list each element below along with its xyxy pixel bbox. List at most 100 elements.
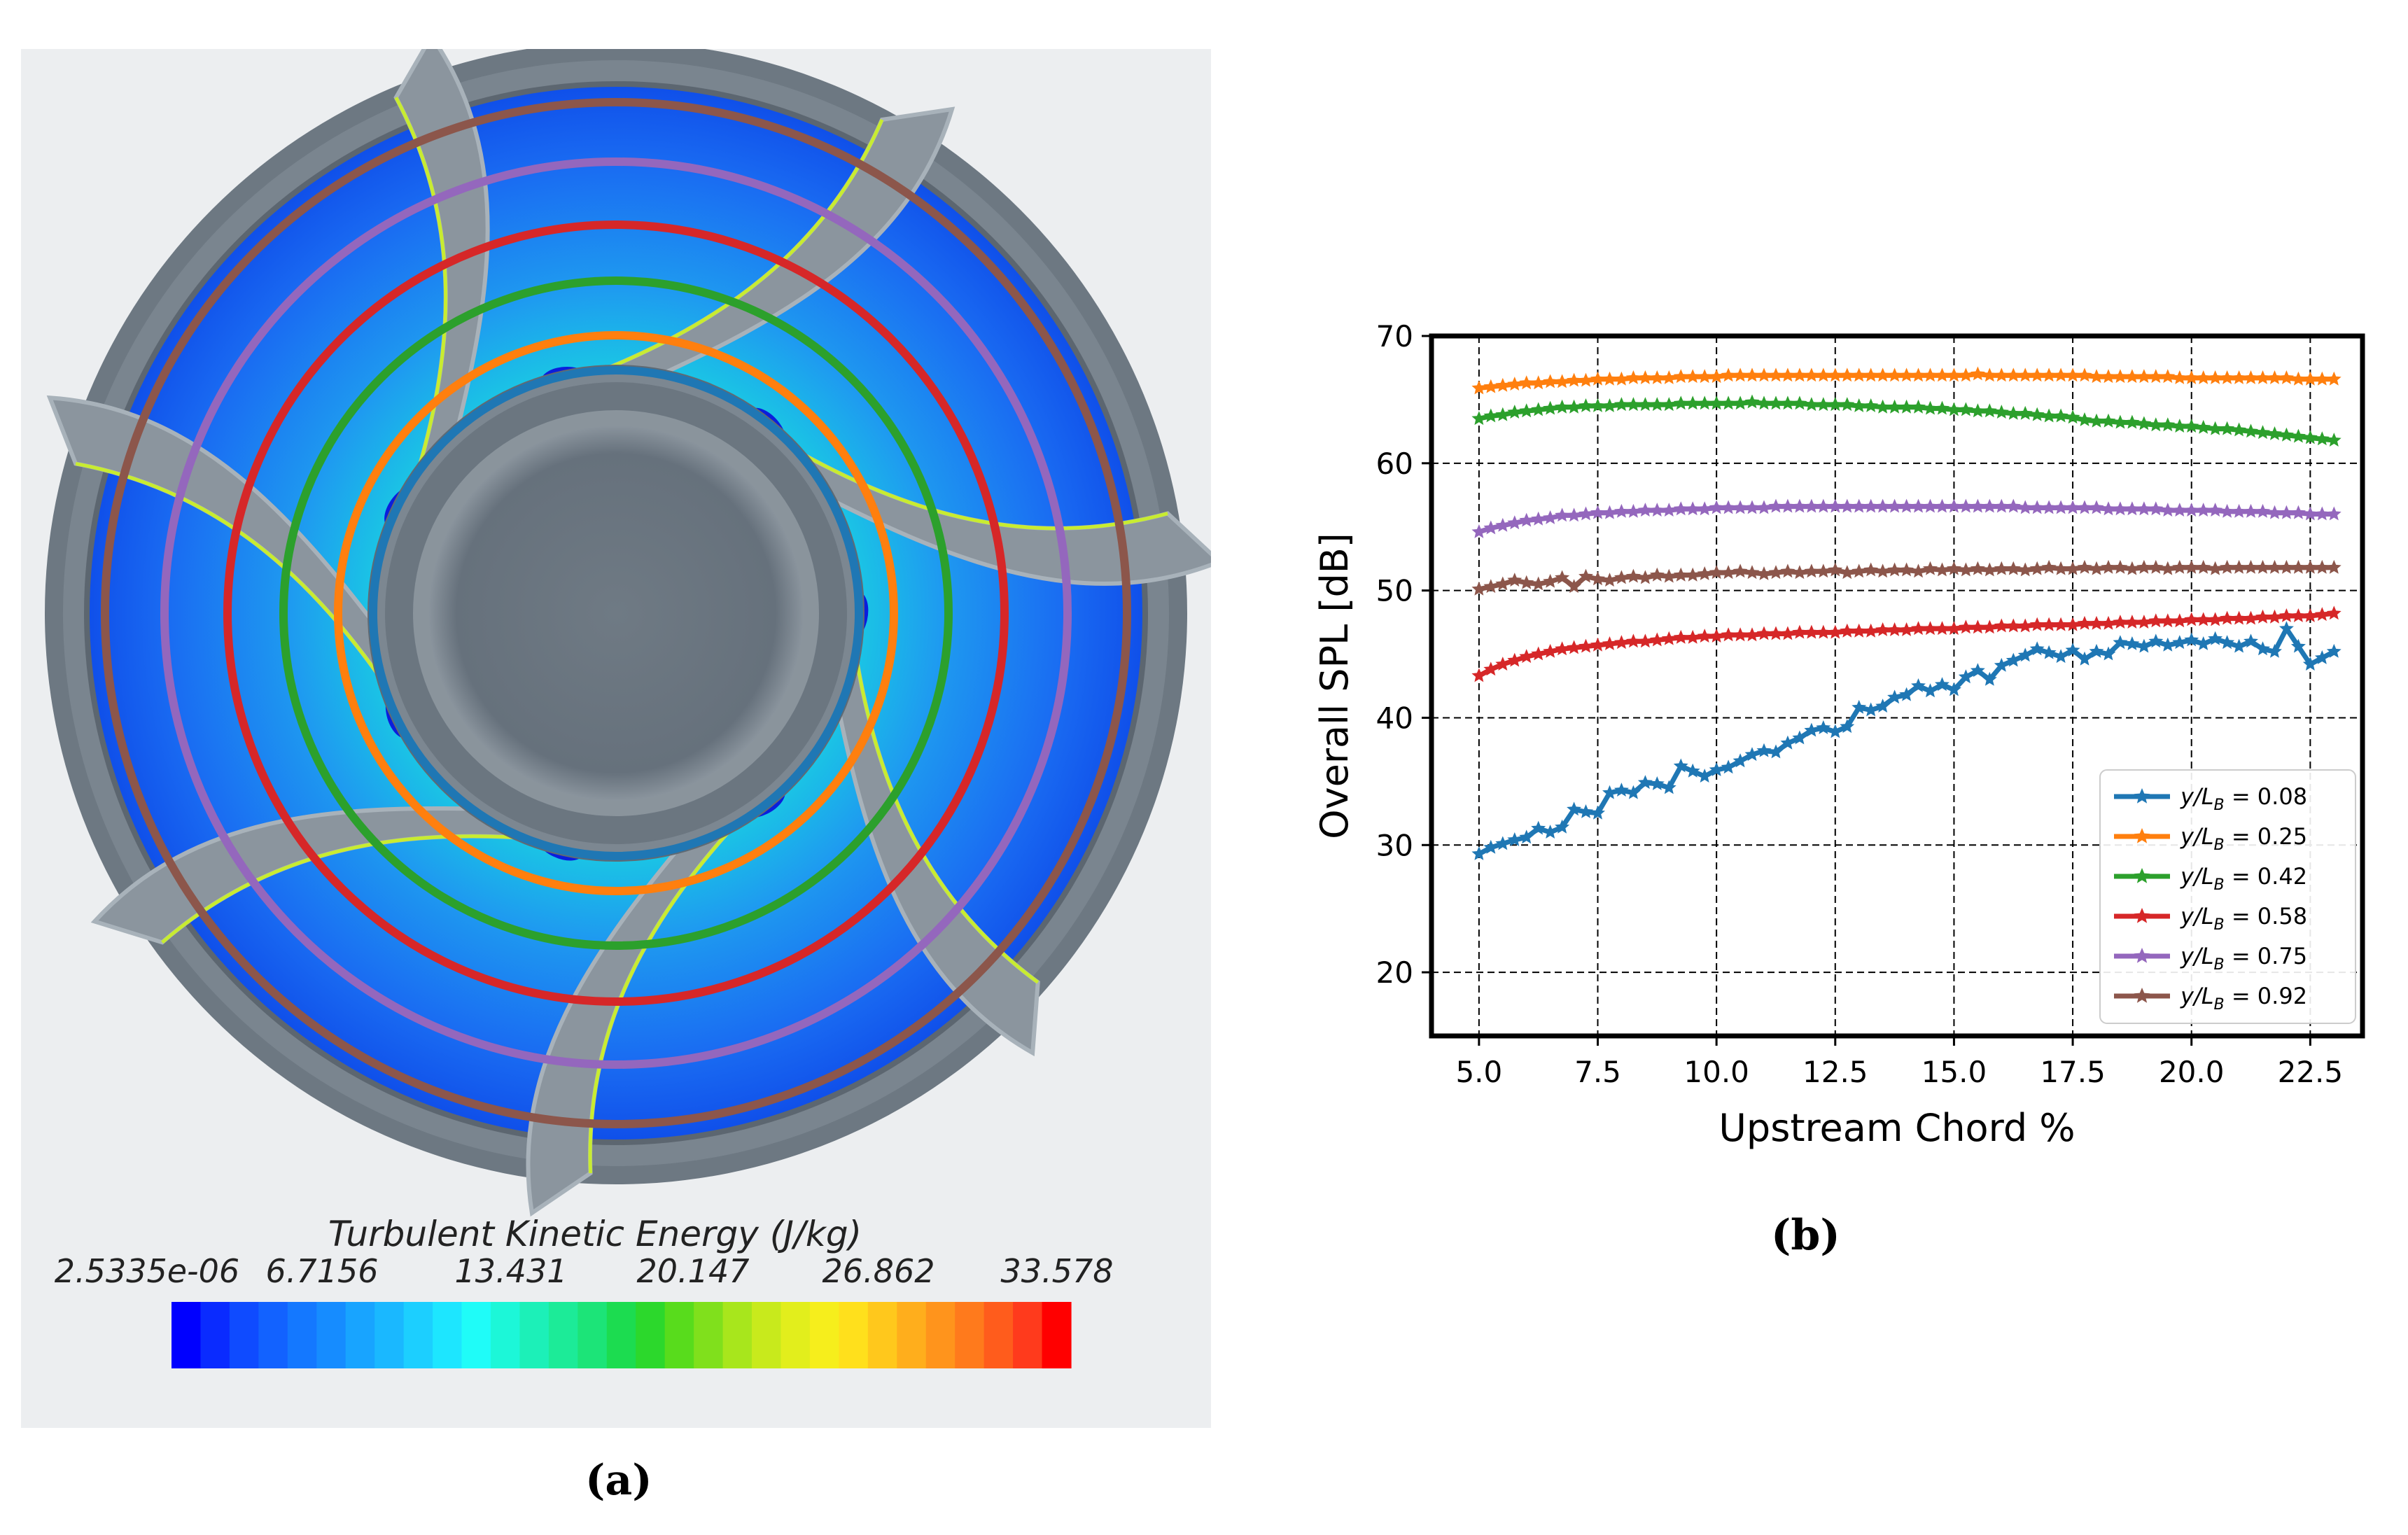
legend-label: y/LB = 0.92 [2180,983,2307,1014]
data-point [1495,377,1511,392]
data-point [1970,561,1985,575]
data-point [1958,498,1973,513]
data-point [1519,649,1534,664]
data-point [1958,367,1973,382]
data-point [2184,632,2199,647]
data-point [2005,498,2021,513]
data-point [2041,367,2057,382]
data-point [2184,370,2199,384]
data-point [1828,367,1843,382]
data-point [1697,501,1712,516]
data-point [1543,510,1558,524]
data-point [1887,367,1903,382]
colorbar-swatch [752,1302,782,1368]
data-point [1935,621,1949,636]
data-point [1840,623,1855,638]
data-point [1578,638,1593,653]
data-point [2184,559,2199,574]
data-point [2160,561,2176,575]
data-point [1958,402,1973,416]
colorbar-swatch [983,1302,1014,1368]
data-point [2232,638,2246,653]
data-point [2172,370,2188,384]
data-point [1804,624,1819,639]
data-point [1721,500,1736,514]
data-point [1709,500,1724,514]
series-0.58 [1471,605,2342,682]
data-point [1507,405,1522,419]
data-point [1732,367,1748,382]
data-point [1875,699,1891,713]
data-point [1555,399,1570,414]
data-point [1614,397,1629,412]
data-point [1471,380,1487,395]
data-point [1851,498,1867,513]
data-point [1471,581,1487,596]
data-point [2290,608,2306,622]
data-point [2113,501,2128,516]
data-point [2148,369,2164,384]
data-point [2148,559,2164,574]
data-point [1947,498,1961,513]
data-point [1756,566,1772,580]
data-point [2290,559,2306,574]
data-point [1828,724,1843,738]
colorbar-swatch [722,1302,752,1368]
data-point [1816,367,1831,382]
data-point [1531,576,1546,591]
data-point [1792,367,1807,382]
data-point [1555,641,1570,656]
data-point [1590,571,1605,586]
data-point [2196,419,2211,434]
probe-ring [279,276,953,950]
data-point [2184,612,2199,626]
data-point [1935,677,1949,692]
data-point [1673,567,1688,582]
data-point [2184,419,2199,433]
colorbar-tick-label: 13.431 [455,1252,568,1290]
data-point [1899,622,1914,636]
data-point [2326,605,2342,620]
data-point [2089,500,2104,514]
data-point [2279,621,2294,636]
data-point [2208,631,2223,645]
data-point [2279,608,2294,622]
data-point [2196,612,2211,626]
data-point [2279,427,2294,442]
data-point [1649,567,1665,582]
data-point [1899,399,1914,414]
data-point [1625,397,1641,412]
data-point [1483,661,1499,676]
data-point [1780,498,1795,513]
spl-line-chart: 5.0 7.5 10.0 12.5 15.0 17.5 20.0 22.5 20 30 40 50 6… [1312,319,2365,1150]
data-point [1543,400,1558,415]
data-point [1673,501,1688,516]
data-point [1982,498,1997,513]
data-point [1958,669,1973,684]
data-point [1923,498,1938,513]
data-point [1578,804,1593,818]
data-point [2184,503,2199,517]
data-point [1721,565,1736,580]
probe-ring [223,220,1009,1006]
colorbar-swatch [955,1302,985,1368]
data-point [2029,561,2045,575]
data-point [2005,405,2021,420]
data-point [2124,615,2140,629]
colorbar-swatch [287,1302,317,1368]
colorbar-swatch [172,1302,202,1368]
data-point [1709,629,1724,643]
data-point [2326,506,2342,521]
data-point [1804,563,1819,578]
data-point [2053,561,2068,575]
data-point [1732,753,1748,768]
data-point [2017,562,2033,577]
data-point [2290,428,2306,443]
data-point [2196,370,2211,384]
data-point [2220,559,2235,574]
data-point [1685,501,1700,516]
data-point [2232,422,2246,437]
colorbar-swatch [809,1302,839,1368]
data-point [2017,405,2033,420]
data-point [2077,651,2092,666]
